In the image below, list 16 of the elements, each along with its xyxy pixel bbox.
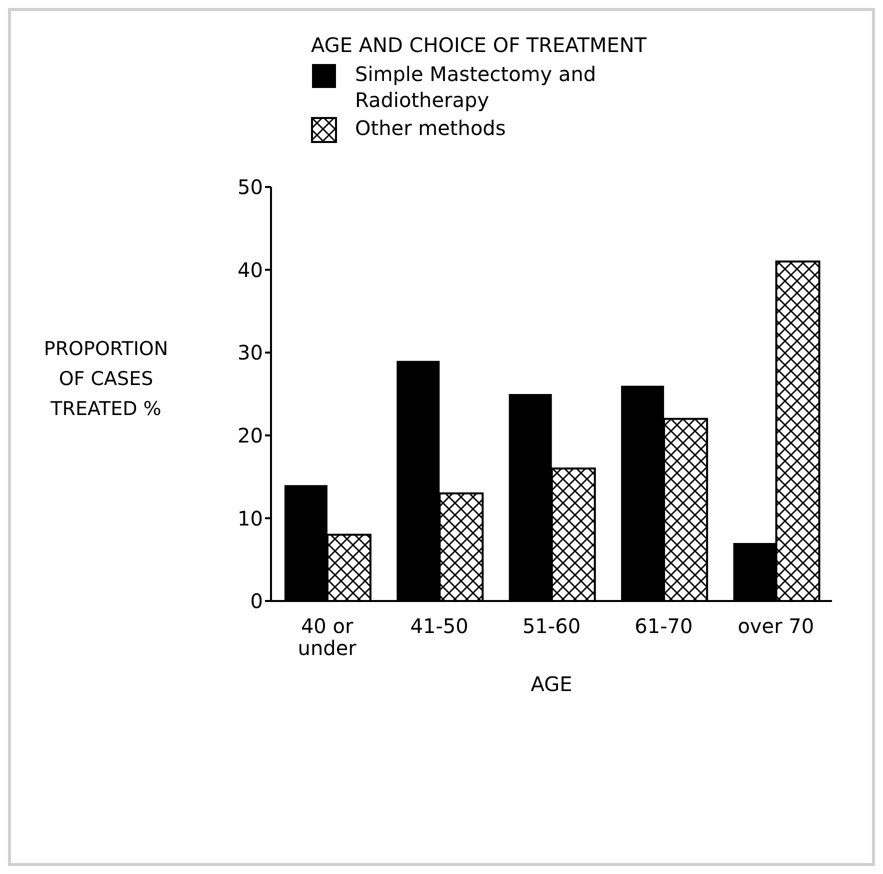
y-tick-label: 20 (238, 424, 263, 448)
x-axis-title: AGE (530, 672, 572, 696)
legend-title: AGE AND CHOICE OF TREATMENT (311, 33, 648, 57)
legend-label: Simple Mastectomy and Radiotherapy (355, 61, 598, 113)
x-tick-label: 41-50 (410, 614, 468, 638)
y-tick-label: 30 (238, 340, 263, 365)
x-tick-label: 40 or under (298, 614, 358, 660)
y-tick-label: 0 (250, 589, 263, 614)
x-tick-label: 51-60 (522, 614, 581, 638)
y-tick-label: 50 (238, 175, 263, 200)
y-tick-label: 10 (238, 506, 263, 530)
legend-label: Other methods (355, 115, 507, 141)
y-tick-label: 40 (238, 258, 263, 282)
x-tick-label: 61-70 (634, 614, 693, 638)
x-tick-label: over 70 (738, 614, 814, 638)
y-axis-title: PROPORTION OF CASES TREATED % (44, 338, 168, 420)
